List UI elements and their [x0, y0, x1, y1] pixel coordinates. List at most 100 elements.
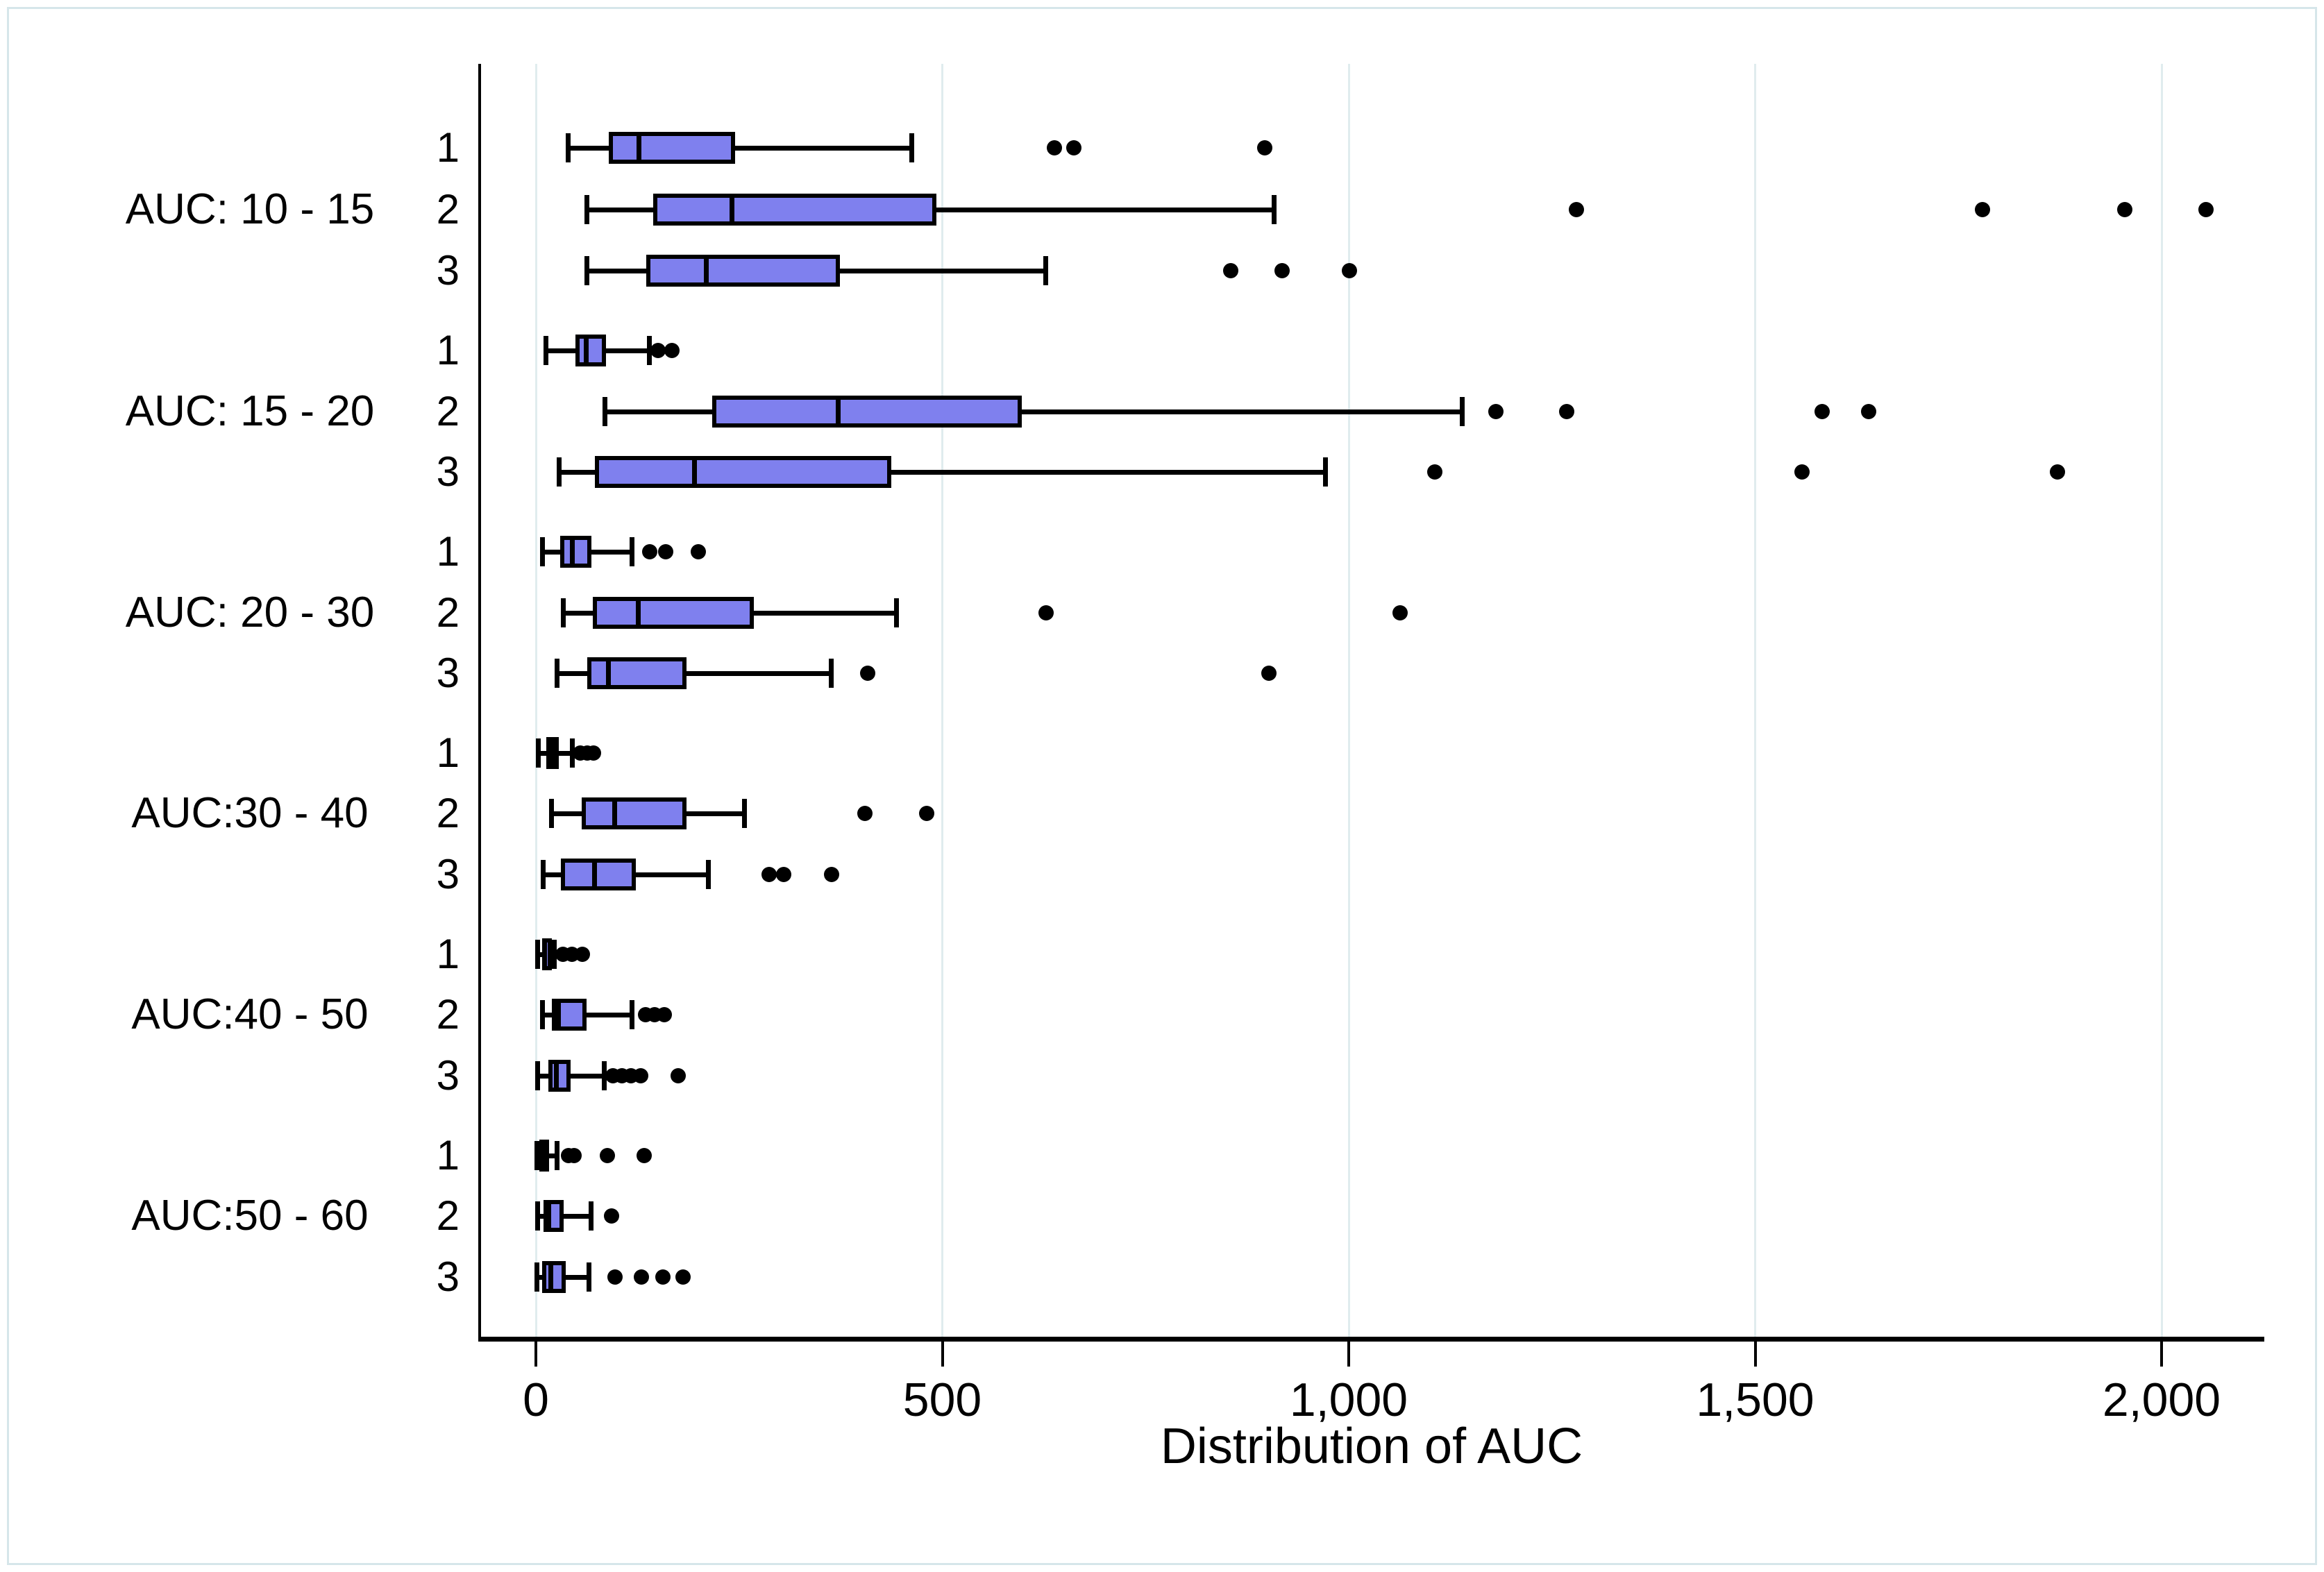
- median-line: [729, 194, 734, 226]
- lower-whisker-cap: [584, 256, 590, 285]
- upper-whisker-line: [571, 1073, 605, 1079]
- lower-whisker-line: [551, 811, 582, 816]
- row-label: 1: [436, 1132, 460, 1178]
- outlier-dot: [634, 1269, 650, 1285]
- median-line: [549, 737, 555, 769]
- outlier-dot: [664, 343, 680, 358]
- x-tick-label: 500: [902, 1374, 982, 1426]
- x-tick-label: 2,000: [2102, 1374, 2221, 1426]
- lower-whisker-line: [543, 872, 562, 877]
- median-line: [553, 1060, 559, 1092]
- row-label: 3: [436, 448, 460, 495]
- x-axis-title: Distribution of AUC: [1160, 1419, 1583, 1474]
- row-label: 1: [436, 124, 460, 171]
- median-line: [636, 597, 641, 629]
- x-tick-label: 1,000: [1289, 1374, 1408, 1426]
- lower-whisker-cap: [541, 860, 546, 889]
- outlier-dot: [658, 544, 674, 559]
- iqr-box: [560, 536, 591, 568]
- upper-whisker-cap: [1460, 397, 1465, 426]
- outlier-dot: [857, 806, 873, 821]
- upper-whisker-line: [563, 1213, 591, 1219]
- upper-whisker-line: [591, 549, 632, 555]
- upper-whisker-cap: [554, 1141, 559, 1170]
- upper-whisker-cap: [570, 738, 575, 768]
- lower-whisker-line: [542, 549, 561, 555]
- outlier-dot: [1568, 202, 1584, 217]
- outlier-dot: [1047, 140, 1063, 155]
- group-label: AUC:50 - 60: [131, 1192, 369, 1240]
- row-label: 1: [436, 528, 460, 575]
- group-label: AUC:30 - 40: [131, 789, 369, 837]
- outlier-dot: [1427, 464, 1443, 480]
- upper-whisker-cap: [589, 1201, 594, 1231]
- median-line: [612, 797, 618, 829]
- outlier-dot: [1975, 202, 1991, 217]
- lower-whisker-cap: [534, 1141, 539, 1170]
- median-line: [836, 396, 841, 428]
- row-label: 2: [436, 388, 460, 434]
- outlier-dot: [657, 1007, 673, 1022]
- upper-whisker-line: [566, 1274, 589, 1280]
- upper-whisker-line: [586, 1012, 632, 1017]
- median-line: [605, 657, 611, 689]
- upper-whisker-line: [734, 145, 911, 151]
- iqr-box: [592, 597, 754, 629]
- upper-whisker-cap: [586, 1262, 591, 1292]
- upper-whisker-cap: [629, 1000, 634, 1029]
- outlier-dot: [1066, 140, 1082, 155]
- upper-whisker-cap: [601, 1061, 607, 1090]
- upper-whisker-cap: [828, 659, 834, 688]
- lower-whisker-cap: [543, 336, 548, 365]
- lower-whisker-line: [557, 670, 587, 676]
- outlier-dot: [607, 1269, 623, 1285]
- x-axis-tick: [1347, 1342, 1350, 1367]
- outlier-dot: [761, 867, 777, 882]
- upper-whisker-cap: [647, 336, 652, 365]
- row-label: 2: [436, 790, 460, 836]
- lower-whisker-cap: [534, 940, 540, 969]
- iqr-box: [575, 335, 606, 366]
- outlier-dot: [600, 1148, 616, 1163]
- lower-whisker-line: [542, 1012, 553, 1017]
- lower-whisker-cap: [561, 598, 566, 627]
- outlier-dot: [1257, 140, 1273, 155]
- outlier-dot: [1038, 605, 1054, 620]
- upper-whisker-cap: [894, 598, 900, 627]
- iqr-box: [652, 194, 937, 226]
- outlier-dot: [1794, 464, 1810, 480]
- lower-whisker-line: [537, 1274, 543, 1280]
- outlier-dot: [586, 745, 602, 761]
- row-label: 2: [436, 1192, 460, 1239]
- y-axis-line: [478, 64, 481, 1342]
- row-label: 3: [436, 1253, 460, 1300]
- upper-whisker-line: [605, 348, 650, 353]
- x-gridline: [2160, 64, 2163, 1337]
- x-axis-tick: [534, 1342, 537, 1367]
- iqr-box: [548, 1060, 571, 1092]
- median-line: [591, 859, 597, 890]
- outlier-dot: [1274, 263, 1290, 278]
- median-line: [546, 1200, 552, 1232]
- lower-whisker-line: [537, 1073, 548, 1079]
- lower-whisker-line: [587, 207, 653, 212]
- lower-whisker-cap: [539, 537, 545, 566]
- lower-whisker-line: [546, 348, 576, 353]
- lower-whisker-line: [538, 750, 547, 756]
- lower-whisker-line: [563, 610, 593, 616]
- upper-whisker-line: [636, 872, 709, 877]
- upper-whisker-line: [558, 750, 573, 756]
- lower-whisker-cap: [554, 659, 559, 688]
- upper-whisker-cap: [1322, 457, 1328, 487]
- upper-whisker-line: [839, 268, 1046, 273]
- lower-whisker-cap: [566, 133, 571, 162]
- outlier-dot: [633, 1068, 649, 1083]
- outlier-dot: [1261, 666, 1277, 681]
- median-line: [691, 456, 697, 488]
- outlier-dot: [1223, 263, 1239, 278]
- lower-whisker-cap: [557, 457, 562, 487]
- x-gridline: [534, 64, 537, 1337]
- upper-whisker-cap: [552, 940, 557, 969]
- iqr-box: [609, 132, 735, 164]
